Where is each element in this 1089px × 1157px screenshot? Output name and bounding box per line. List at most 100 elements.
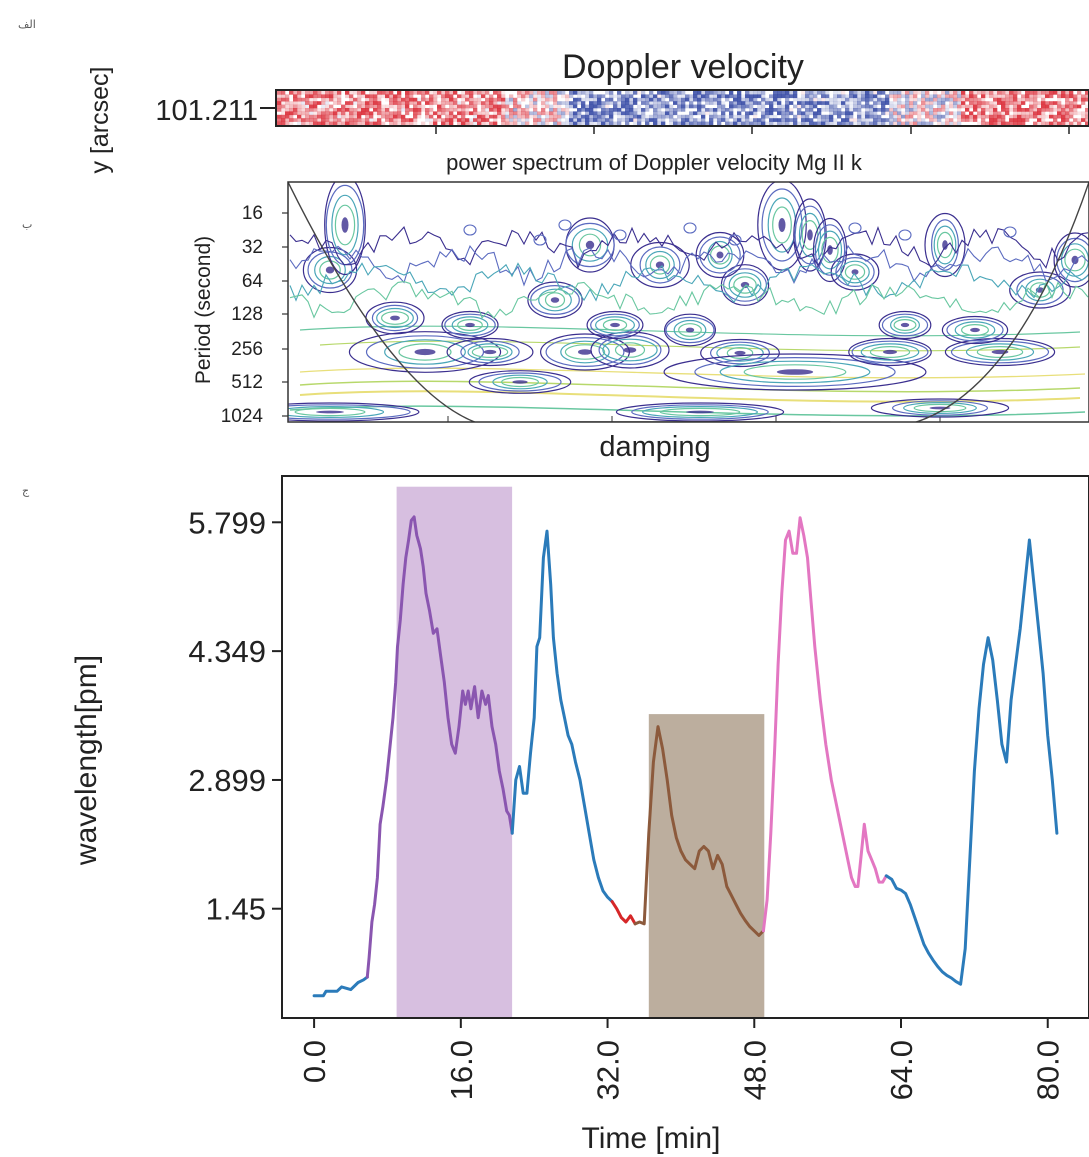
doppler-cell (745, 111, 750, 116)
doppler-cell (661, 104, 666, 109)
doppler-cell (397, 111, 402, 116)
doppler-cell (713, 101, 718, 105)
doppler-cell (601, 114, 606, 119)
doppler-cell (789, 101, 794, 105)
doppler-cell (749, 121, 754, 126)
doppler-cell (933, 114, 938, 119)
doppler-cell (605, 91, 610, 95)
doppler-cell (469, 101, 474, 105)
contour-line (1053, 232, 1089, 288)
doppler-cell (613, 94, 618, 99)
doppler-cell (805, 101, 810, 105)
doppler-cell (853, 91, 858, 95)
doppler-cell (305, 108, 310, 112)
doppler-cell (513, 97, 518, 102)
doppler-cell (317, 114, 322, 119)
contour-line (289, 262, 1089, 303)
doppler-cell (397, 97, 402, 102)
doppler-cell (377, 121, 382, 126)
doppler-cell (637, 114, 642, 119)
doppler-cell (565, 104, 570, 109)
doppler-cell (1065, 114, 1070, 119)
doppler-cell (769, 111, 774, 116)
doppler-cell (389, 94, 394, 99)
doppler-cell (313, 91, 318, 95)
doppler-cell (421, 108, 426, 112)
doppler-cell (597, 94, 602, 99)
doppler-cell (1057, 104, 1062, 109)
doppler-cell (821, 104, 826, 109)
contour-line (924, 212, 966, 278)
doppler-cell (765, 114, 770, 119)
doppler-cell (557, 118, 562, 122)
doppler-cell (1081, 118, 1086, 122)
doppler-cell (353, 118, 358, 122)
doppler-cell (481, 101, 486, 105)
doppler-cell (713, 91, 718, 95)
doppler-cell (557, 108, 562, 112)
contour-line (649, 255, 671, 275)
doppler-cell (341, 121, 346, 126)
doppler-cell (297, 111, 302, 116)
doppler-cell (1049, 94, 1054, 99)
doppler-cell (993, 118, 998, 122)
doppler-cell (441, 108, 446, 112)
doppler-cell (913, 118, 918, 122)
doppler-cell (693, 94, 698, 99)
doppler-cell (809, 91, 814, 95)
doppler-cell (905, 91, 910, 95)
doppler-cell (945, 118, 950, 122)
panel-b-title: power spectrum of Doppler velocity Mg II… (446, 150, 863, 175)
doppler-cell (1025, 114, 1030, 119)
doppler-cell (573, 118, 578, 122)
doppler-cell (617, 108, 622, 112)
doppler-cell (433, 97, 438, 102)
doppler-cell (1085, 94, 1089, 99)
doppler-cell (953, 114, 958, 119)
doppler-cell (857, 97, 862, 102)
doppler-cell (473, 108, 478, 112)
doppler-cell (437, 108, 442, 112)
doppler-cell (701, 111, 706, 116)
doppler-cell (357, 111, 362, 116)
doppler-cell (881, 108, 886, 112)
doppler-cell (957, 121, 962, 126)
doppler-cell (473, 111, 478, 116)
doppler-cell (1013, 121, 1018, 126)
doppler-cell (589, 91, 594, 95)
doppler-cell (653, 108, 658, 112)
doppler-cell (469, 121, 474, 126)
doppler-cell (621, 97, 626, 102)
doppler-cell (673, 101, 678, 105)
doppler-cell (965, 94, 970, 99)
doppler-cell (325, 101, 330, 105)
doppler-cell (505, 111, 510, 116)
doppler-cell (877, 114, 882, 119)
doppler-cell (521, 114, 526, 119)
doppler-cell (401, 114, 406, 119)
doppler-cell (645, 118, 650, 122)
doppler-cell (1065, 94, 1070, 99)
doppler-cell (1041, 91, 1046, 95)
doppler-cell (629, 97, 634, 102)
contour-line (289, 281, 1089, 319)
doppler-cell (1029, 101, 1034, 105)
doppler-cell (517, 111, 522, 116)
doppler-cell (961, 114, 966, 119)
doppler-cell (377, 118, 382, 122)
doppler-cell (1041, 104, 1046, 109)
doppler-cell (617, 111, 622, 116)
doppler-cell (489, 97, 494, 102)
doppler-cell (685, 114, 690, 119)
doppler-cell (497, 91, 502, 95)
doppler-cell (785, 114, 790, 119)
doppler-cell (769, 104, 774, 109)
doppler-cell (385, 91, 390, 95)
doppler-cell (945, 114, 950, 119)
doppler-cell (773, 118, 778, 122)
contour-line (564, 344, 606, 360)
doppler-cell (449, 114, 454, 119)
doppler-cell (857, 101, 862, 105)
doppler-cell (937, 97, 942, 102)
doppler-cell (937, 114, 942, 119)
